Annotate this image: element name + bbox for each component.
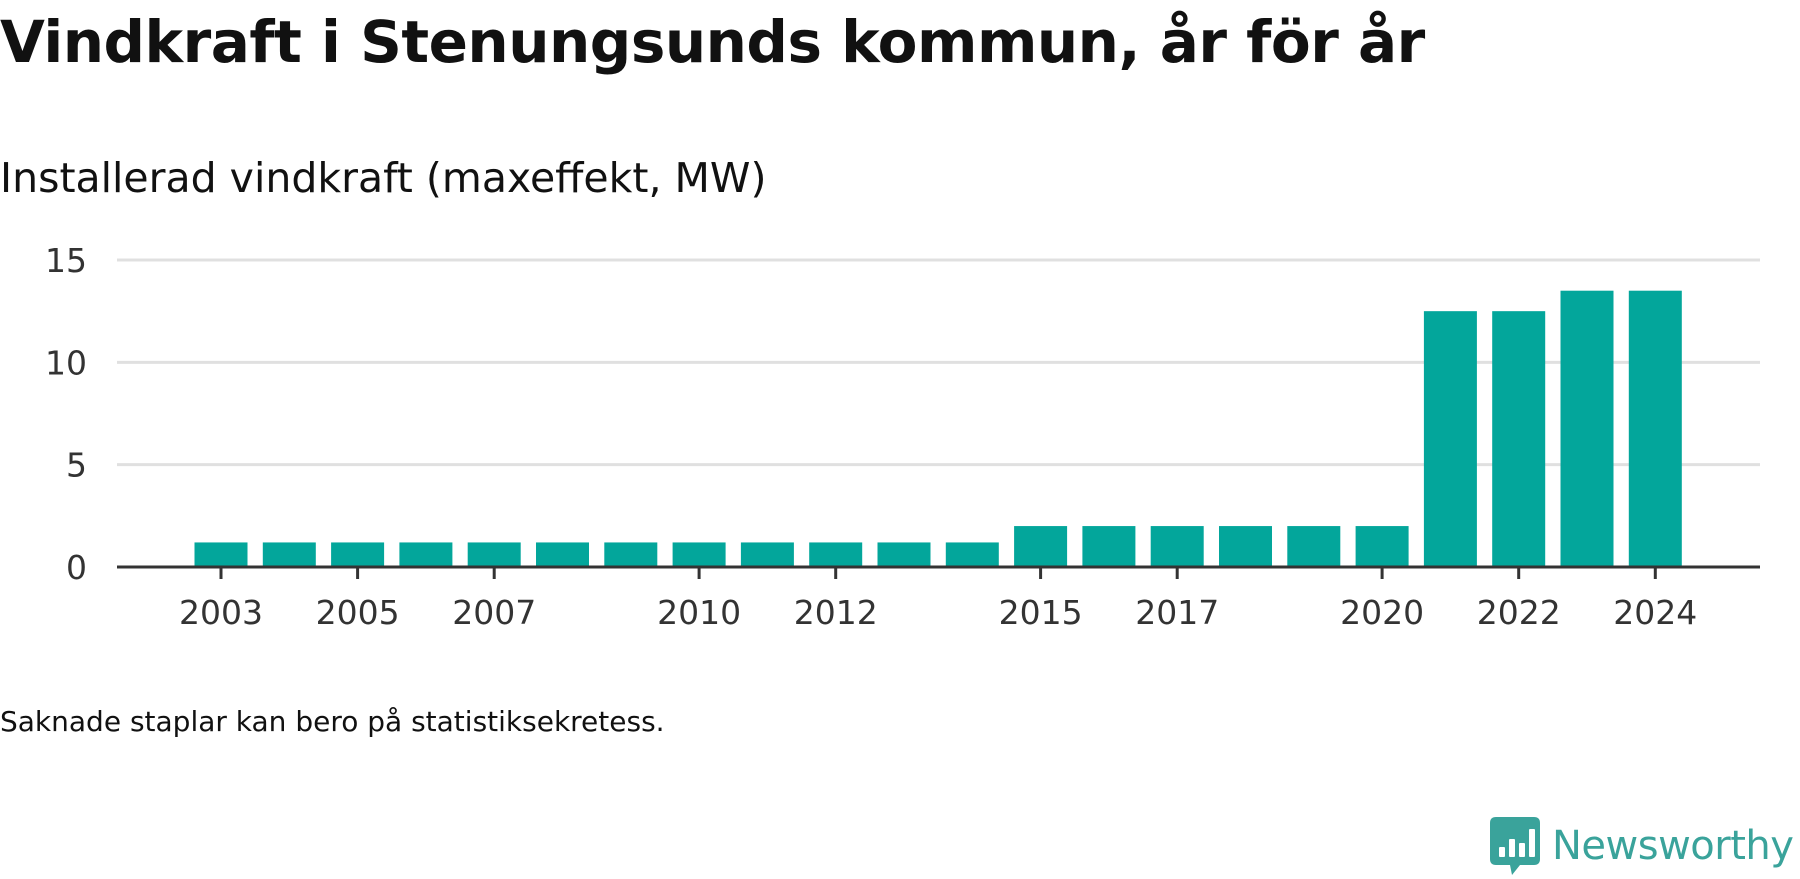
bar-2007[interactable]	[467, 542, 521, 567]
bar-2021[interactable]	[1423, 311, 1477, 567]
bar-2024[interactable]	[1628, 290, 1682, 567]
newsworthy-logo-icon	[1490, 817, 1540, 875]
axes	[117, 565, 1760, 579]
brand-name: Newsworthy	[1552, 823, 1794, 869]
y-tick-label: 15	[45, 241, 87, 280]
bar-2008[interactable]	[536, 542, 589, 567]
x-tick-label: 2015	[999, 593, 1083, 632]
x-tick-label: 2007	[452, 593, 536, 632]
bar-2010[interactable]	[672, 542, 726, 567]
bar-2009[interactable]	[604, 542, 658, 567]
bar-2005[interactable]	[331, 542, 385, 567]
bar-2006[interactable]	[399, 542, 453, 567]
bar-2017[interactable]	[1150, 526, 1204, 567]
x-tick-labels: 2003 2005 2007 2010 2012 2015 2017 2020 2022 2024	[179, 593, 1697, 632]
bars	[194, 290, 1682, 567]
bar-2004[interactable]	[262, 542, 316, 567]
brand-logo[interactable]: Newsworthy	[1490, 817, 1794, 875]
x-tick-label: 2022	[1477, 593, 1561, 632]
y-tick-label: 10	[45, 343, 87, 382]
chart-subtitle: Installerad vindkraft (maxeffekt, MW)	[0, 154, 767, 202]
footnote: Saknade staplar kan bero på statistiksek…	[0, 705, 665, 738]
bar-2019[interactable]	[1287, 526, 1341, 567]
x-tick-label: 2020	[1340, 593, 1424, 632]
y-tick-label: 0	[66, 548, 87, 587]
y-tick-label: 5	[66, 446, 87, 485]
bar-2013[interactable]	[877, 542, 931, 567]
bar-2014[interactable]	[945, 542, 999, 567]
bar-2022[interactable]	[1492, 311, 1546, 567]
x-tick-label: 2005	[316, 593, 400, 632]
bar-2016[interactable]	[1082, 526, 1136, 567]
bar-2020[interactable]	[1355, 526, 1409, 567]
gridlines	[117, 258, 1760, 467]
x-tick-label: 2024	[1613, 593, 1697, 632]
chart-title: Vindkraft i Stenungsunds kommun, år för …	[0, 8, 1425, 76]
x-tick-label: 2017	[1135, 593, 1219, 632]
x-tick-label: 2003	[179, 593, 263, 632]
x-tick-label: 2012	[794, 593, 878, 632]
y-tick-labels: 0 5 10 15	[45, 241, 87, 587]
bar-2023[interactable]	[1560, 290, 1614, 567]
bar-2011[interactable]	[740, 542, 794, 567]
bar-2003[interactable]	[194, 542, 248, 567]
bar-2018[interactable]	[1219, 526, 1272, 567]
x-tick-label: 2010	[657, 593, 741, 632]
bar-2015[interactable]	[1014, 526, 1068, 567]
bar-2012[interactable]	[809, 542, 863, 567]
